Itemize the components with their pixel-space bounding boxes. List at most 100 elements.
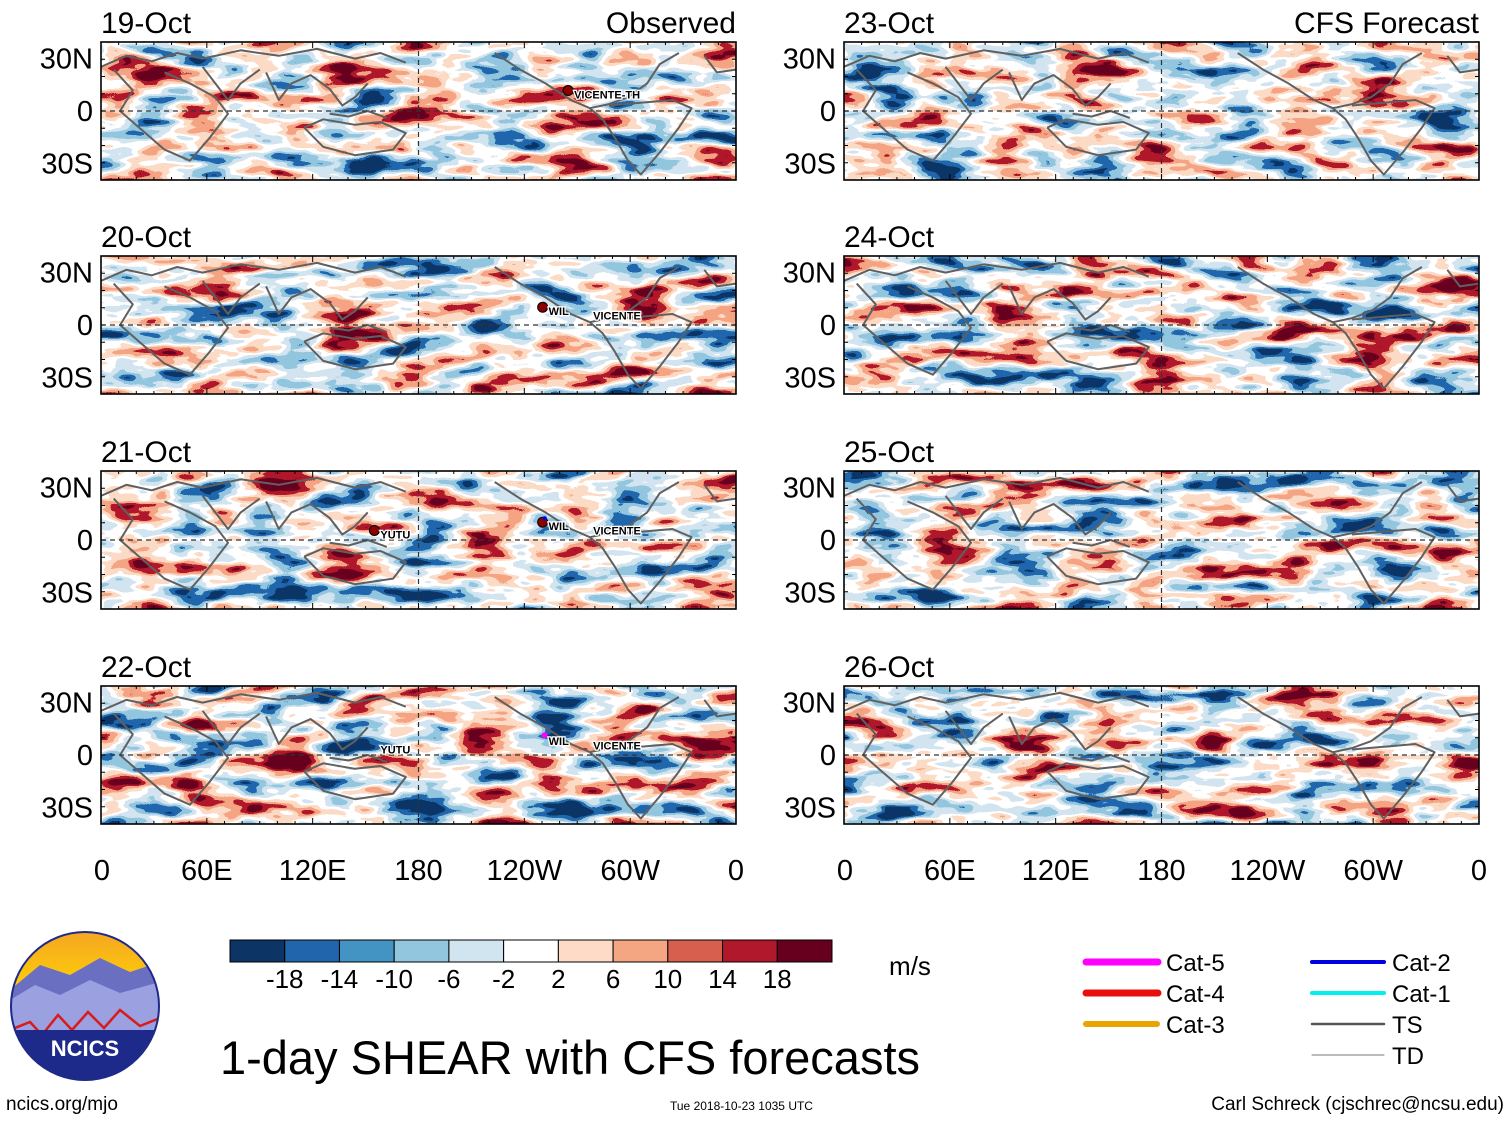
coastline (944, 280, 1004, 315)
coastline (1446, 269, 1479, 288)
shear-field: WIL VICENTE (101, 256, 736, 394)
longitude-label: 120E (1022, 855, 1090, 887)
legend-label-cat-2: Cat-2 (1392, 950, 1451, 977)
storm-label-yutu: YUTU (380, 529, 410, 541)
timestamp: Tue 2018-10-23 1035 UTC (670, 1099, 813, 1113)
colorbar-tick-label: -10 (375, 964, 413, 994)
latitude-label: 0 (77, 310, 93, 342)
coastline (855, 282, 972, 376)
latitude-label: 30N (40, 258, 93, 290)
longitude-label: 60W (600, 855, 660, 887)
coastline (1008, 715, 1112, 751)
coastline (201, 495, 261, 530)
coastline (589, 743, 693, 820)
coastline (703, 55, 736, 74)
latitude-label: 30S (41, 148, 93, 180)
longitude-label: 180 (1137, 855, 1185, 887)
storm-label-vicente-th: VICENTE-TH (574, 89, 640, 101)
coastline (855, 68, 972, 162)
latitude-label: 30N (783, 473, 836, 505)
coastlines (844, 691, 1479, 820)
panel-date-label: 22-Oct (101, 651, 192, 684)
coastlines (844, 476, 1479, 605)
coastline (1237, 52, 1423, 110)
coastline (1072, 539, 1131, 548)
coastline (112, 282, 229, 376)
coastline (844, 691, 1150, 712)
coastline (1008, 500, 1112, 536)
longitude-label: 0 (728, 855, 744, 887)
colorbar-swatch (448, 939, 505, 963)
storm-label-vicente: VICENTE (593, 525, 641, 537)
longitude-label: 180 (394, 855, 442, 887)
colorbar-swatch (338, 939, 395, 963)
coastline (201, 66, 261, 101)
coastline (494, 696, 680, 754)
longitude-label: 120W (1229, 855, 1305, 887)
panel-date-label: 21-Oct (101, 436, 192, 469)
coastline (201, 280, 261, 315)
latitude-label: 30S (784, 362, 836, 394)
coastline (329, 110, 388, 119)
coastline (1072, 110, 1131, 119)
coastline (1237, 696, 1423, 754)
coastline (589, 99, 693, 176)
colorbar-swatch (667, 939, 724, 963)
latitude-label: 30S (784, 792, 836, 824)
panel-date-label: 23-Oct (844, 7, 935, 40)
longitude-label: 0 (837, 855, 853, 887)
longitude-label: 120E (279, 855, 347, 887)
storm-marker (537, 301, 549, 313)
coastline (265, 715, 369, 751)
logo-ring (10, 931, 160, 1081)
coastline (1332, 313, 1436, 390)
latitude-label: 0 (820, 525, 836, 557)
colorbar-tick-label: -18 (266, 964, 304, 994)
coastlines (101, 691, 736, 820)
latitude-label: 0 (820, 310, 836, 342)
colorbar-tick-label: 2 (551, 964, 565, 994)
panel-ticks (843, 41, 1480, 181)
panel-ticks (100, 255, 737, 395)
coastline (112, 68, 229, 162)
colorbar-tick-label: 18 (763, 964, 792, 994)
site-link[interactable]: ncics.org/mjo (6, 1094, 118, 1115)
latitude-label: 30S (784, 148, 836, 180)
coastline (303, 118, 407, 157)
coastline (303, 762, 407, 801)
coastline (1008, 71, 1112, 107)
panel-date-label: 20-Oct (101, 221, 192, 254)
coastlines (101, 476, 736, 605)
legend-label-cat-1: Cat-1 (1392, 981, 1451, 1008)
coastline (844, 261, 1150, 282)
coastline (1046, 332, 1150, 371)
coastline (1046, 547, 1150, 586)
panel-date-label: 26-Oct (844, 651, 935, 684)
coastline (855, 497, 972, 591)
coastline (101, 47, 407, 68)
latitude-label: 30N (783, 688, 836, 720)
latitude-label: 30N (40, 688, 93, 720)
latitude-label: 30N (783, 258, 836, 290)
latitude-label: 30S (784, 577, 836, 609)
coastlines (844, 261, 1479, 390)
colorbar-swatch (503, 939, 559, 963)
panel-date-label: 24-Oct (844, 221, 935, 254)
coastline (944, 495, 1004, 530)
shear-field: YUTU WIL VICENTE (101, 471, 736, 609)
latitude-label: 30S (41, 577, 93, 609)
coastlines (101, 47, 736, 176)
coastline (1446, 484, 1479, 503)
coastline (329, 324, 388, 333)
latitude-label: 30N (40, 473, 93, 505)
coastline (329, 539, 388, 548)
colorbar-swatch (393, 939, 450, 963)
coastlines (101, 261, 736, 390)
shear-field (844, 686, 1479, 824)
storm-label-wil: WIL (549, 736, 569, 748)
page-title: 1-day SHEAR with CFS forecasts (220, 1031, 920, 1084)
